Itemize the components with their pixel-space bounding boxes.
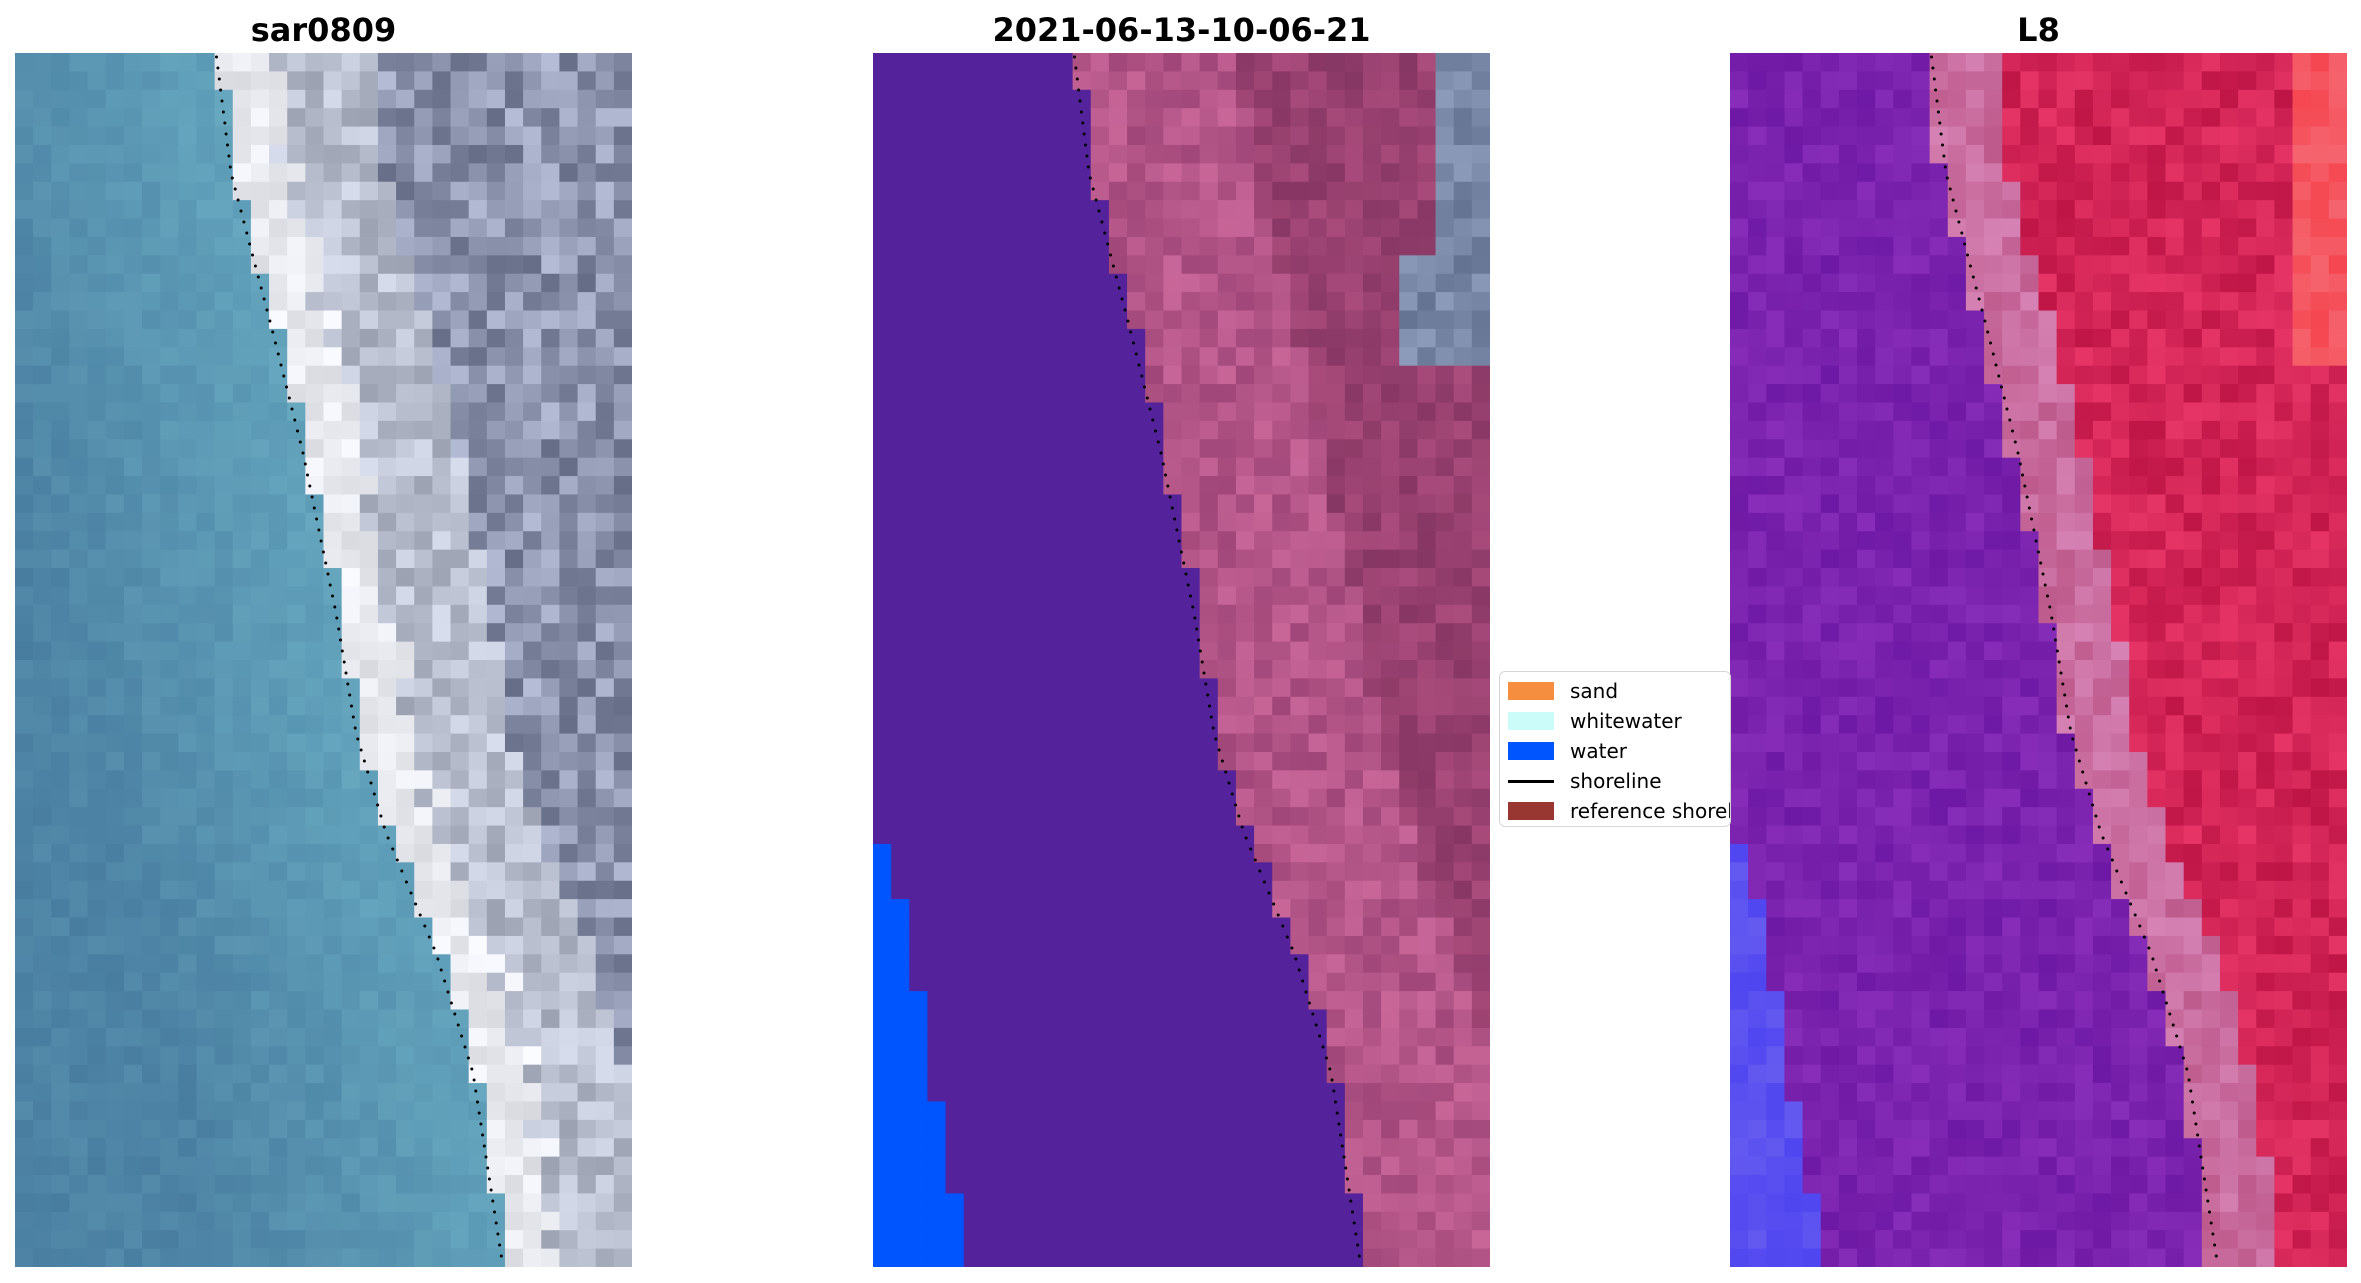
legend-label-reference-shoreline: reference shoreline — [1570, 799, 1730, 823]
legend-swatch-whitewater — [1508, 712, 1554, 730]
legend-item-sand: sand — [1508, 679, 1618, 703]
legend-item-shoreline: shoreline — [1508, 769, 1662, 793]
mndwi-image-panel — [1730, 53, 2347, 1267]
legend-label-shoreline: shoreline — [1570, 769, 1662, 793]
legend: sand whitewater water shoreline referenc… — [1499, 671, 1731, 827]
legend-item-whitewater: whitewater — [1508, 709, 1682, 733]
legend-swatch-sand — [1508, 682, 1554, 700]
panel-title-mndwi: L8 — [2017, 11, 2060, 49]
legend-label-whitewater: whitewater — [1570, 709, 1682, 733]
legend-swatch-water — [1508, 742, 1554, 760]
panel-title-classified: 2021-06-13-10-06-21 — [992, 11, 1371, 49]
shoreline-dots-mndwi — [1930, 55, 2218, 1258]
legend-swatch-reference-shoreline — [1508, 802, 1554, 820]
classified-image-panel — [873, 53, 1490, 1267]
shoreline-dots-rgb — [215, 55, 503, 1258]
legend-label-water: water — [1570, 739, 1627, 763]
legend-line-shoreline — [1508, 779, 1554, 783]
legend-item-water: water — [1508, 739, 1627, 763]
legend-label-sand: sand — [1570, 679, 1619, 703]
shoreline-dots-classified — [1073, 55, 1361, 1258]
legend-item-reference-shoreline: reference shoreline — [1508, 799, 1730, 823]
rgb-image-panel — [15, 53, 632, 1267]
panel-title-rgb: sar0809 — [250, 11, 397, 49]
